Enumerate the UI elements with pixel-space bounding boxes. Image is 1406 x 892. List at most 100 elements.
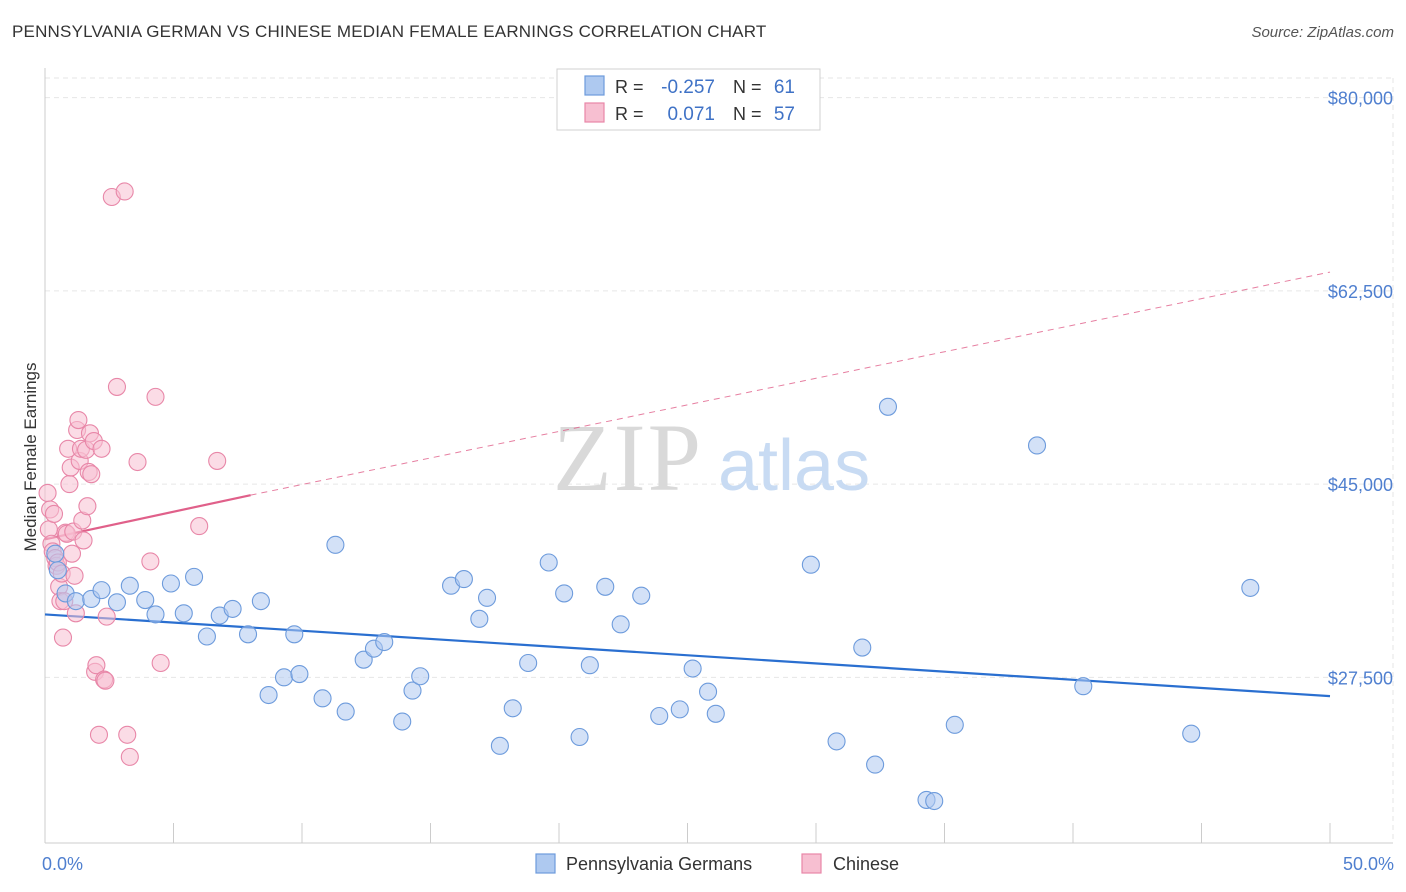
pink-point-0	[38, 483, 57, 502]
blue-point-28	[393, 712, 412, 731]
blue-point-18	[259, 685, 278, 705]
blue-point-0	[46, 544, 65, 563]
pink-point-28	[74, 531, 93, 550]
blue-point-49	[706, 704, 725, 723]
blue-point-29	[403, 681, 422, 700]
pink-point-40	[96, 671, 115, 690]
pink-point-47	[128, 452, 147, 472]
series-pennsylvania-germans	[46, 397, 1260, 811]
blue-point-17	[251, 592, 270, 611]
blue-point-9	[146, 605, 165, 624]
pink-point-33	[82, 465, 101, 484]
watermark-zip: ZIP	[553, 404, 703, 511]
pink-point-37	[89, 725, 109, 744]
blue-point-36	[503, 699, 522, 718]
blue-point-59	[1074, 677, 1093, 696]
y-tick-label-1: $45,000	[1328, 475, 1393, 495]
blue-point-7	[120, 576, 139, 595]
pink-point-24	[69, 411, 88, 430]
pink-point-44	[115, 182, 134, 201]
legend-box: R = -0.257 N = 61 R = 0.071 N = 57	[556, 68, 821, 131]
blue-point-11	[174, 604, 193, 623]
blue-point-35	[490, 736, 509, 755]
blue-point-23	[326, 535, 345, 554]
blue-point-47	[683, 659, 702, 678]
blue-point-15	[223, 599, 242, 618]
blue-point-1	[48, 561, 67, 580]
blue-point-53	[866, 755, 885, 774]
axes	[44, 68, 1393, 844]
blue-point-25	[354, 650, 373, 669]
legend-n-label-pink: N =	[733, 104, 762, 124]
blue-point-40	[570, 727, 589, 747]
pink-point-41	[97, 607, 116, 626]
bottom-legend: Pennsylvania Germans Chinese	[535, 853, 899, 874]
pink-point-21	[65, 566, 84, 585]
blue-point-20	[285, 625, 304, 644]
y-tick-label-2: $62,500	[1328, 282, 1393, 302]
blue-point-32	[454, 570, 473, 589]
bottom-legend-swatch-pink	[801, 853, 822, 874]
blue-point-54	[878, 397, 898, 416]
blue-point-61	[1241, 578, 1260, 597]
blue-point-45	[650, 706, 669, 726]
chart-source: Source: ZipAtlas.com	[1251, 24, 1394, 41]
blue-point-39	[555, 584, 574, 603]
pink-point-52	[208, 451, 227, 470]
blue-point-51	[827, 732, 846, 751]
pink-point-46	[120, 747, 139, 766]
blue-point-60	[1182, 724, 1201, 743]
data-points	[38, 182, 1260, 811]
watermark-atlas: atlas	[718, 426, 870, 506]
legend-r-label-pink: R =	[615, 104, 644, 124]
blue-point-50	[801, 555, 820, 574]
blue-point-48	[699, 682, 718, 701]
y-tick-labels: $27,500 $45,000 $62,500 $80,000	[1328, 89, 1393, 689]
pink-point-17	[60, 475, 79, 494]
blue-point-57	[945, 715, 964, 734]
blue-point-12	[185, 567, 204, 586]
blue-point-22	[313, 689, 332, 708]
blue-point-52	[853, 638, 872, 657]
blue-point-56	[925, 791, 944, 811]
blue-point-19	[274, 668, 294, 687]
pink-point-49	[146, 387, 165, 406]
blue-point-24	[336, 702, 355, 721]
blue-point-21	[290, 664, 309, 684]
legend-n-value-pink: 57	[774, 104, 795, 125]
trend-line-chinese-extension	[250, 271, 1331, 496]
blue-point-33	[470, 609, 489, 628]
blue-point-44	[632, 586, 651, 605]
pink-point-19	[62, 544, 82, 563]
pink-point-48	[141, 552, 160, 571]
zipatlas-watermark: ZIP atlas	[553, 404, 870, 511]
blue-point-8	[136, 591, 155, 610]
y-tick-label-3: $80,000	[1328, 89, 1393, 109]
grid-lines	[45, 77, 1394, 843]
blue-point-6	[107, 593, 127, 612]
trend-line-pennsylvania-germans	[44, 613, 1331, 698]
blue-point-30	[411, 667, 430, 686]
pink-point-45	[118, 725, 137, 744]
legend-swatch-pink	[584, 102, 605, 123]
legend-r-value-pink: 0.071	[667, 104, 715, 125]
y-tick-label-0: $27,500	[1328, 668, 1393, 688]
blue-point-5	[92, 581, 111, 600]
pink-point-50	[151, 653, 170, 673]
pink-point-43	[107, 377, 127, 396]
blue-point-34	[477, 588, 497, 607]
pink-point-30	[78, 497, 97, 516]
blue-point-16	[238, 625, 258, 644]
legend-r-label-blue: R =	[615, 77, 644, 97]
blue-point-41	[580, 656, 599, 675]
legend-swatch-blue	[584, 75, 605, 96]
x-tick-label-min: 0.0%	[42, 854, 83, 874]
pink-point-36	[87, 656, 106, 675]
bottom-legend-label-pink: Chinese	[833, 854, 899, 874]
blue-point-58	[1027, 436, 1047, 455]
chart-title: PENNSYLVANIA GERMAN VS CHINESE MEDIAN FE…	[12, 22, 767, 41]
legend-r-value-blue: -0.257	[661, 77, 715, 98]
blue-point-37	[519, 653, 538, 673]
x-tick-label-max: 50.0%	[1343, 854, 1394, 874]
